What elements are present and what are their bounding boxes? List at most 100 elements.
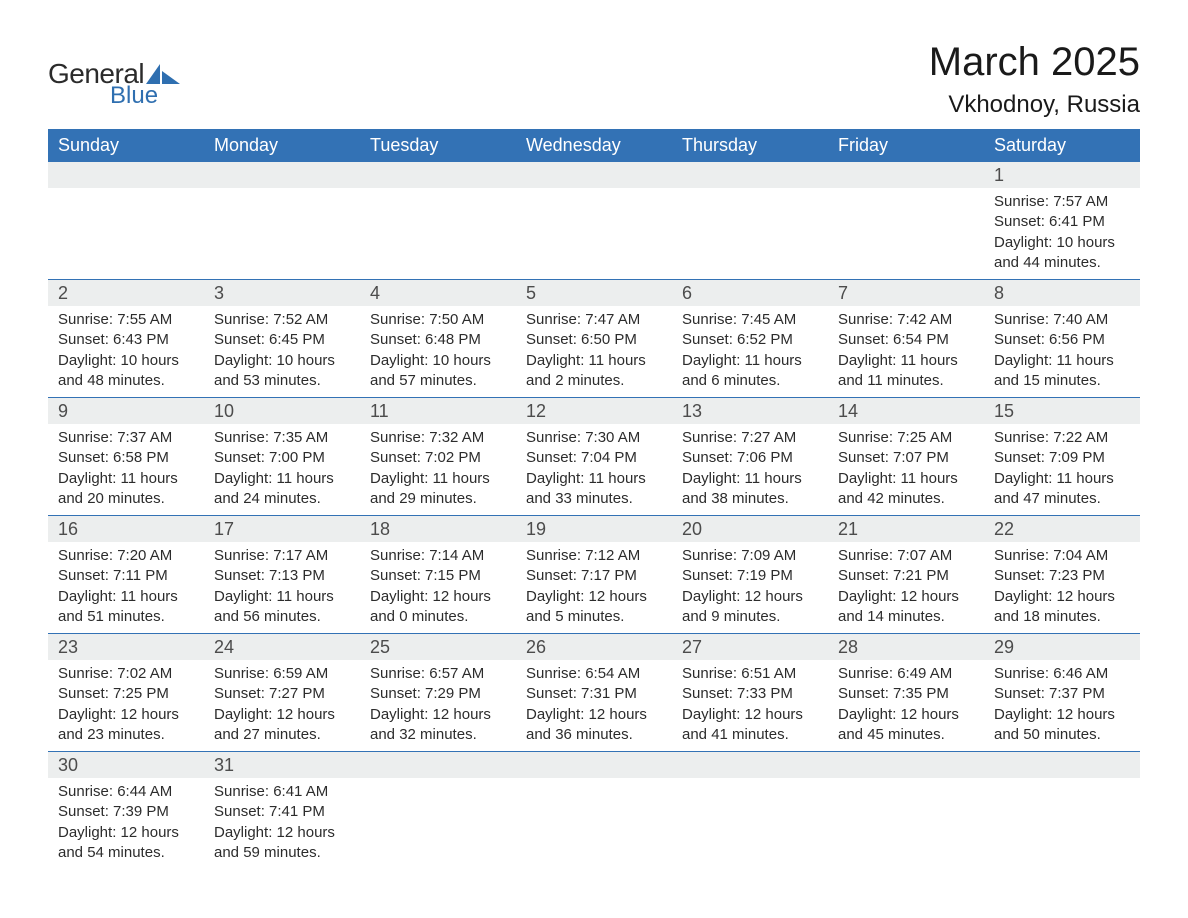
cell-body (516, 778, 672, 858)
day-number (204, 162, 360, 188)
day-number: 21 (828, 516, 984, 542)
daylight-text: Daylight: 12 hours and 9 minutes. (682, 587, 818, 628)
calendar-cell: 15Sunrise: 7:22 AMSunset: 7:09 PMDayligh… (984, 398, 1140, 515)
daylight-text: Daylight: 11 hours and 2 minutes. (526, 351, 662, 392)
sunset-text: Sunset: 7:02 PM (370, 448, 506, 468)
cell-body: Sunrise: 7:57 AMSunset: 6:41 PMDaylight:… (984, 188, 1140, 279)
day-number (360, 162, 516, 188)
cell-body: Sunrise: 7:40 AMSunset: 6:56 PMDaylight:… (984, 306, 1140, 397)
daylight-text: Daylight: 10 hours and 53 minutes. (214, 351, 350, 392)
cell-body: Sunrise: 6:44 AMSunset: 7:39 PMDaylight:… (48, 778, 204, 869)
calendar-cell: 24Sunrise: 6:59 AMSunset: 7:27 PMDayligh… (204, 634, 360, 751)
weekday-thu: Thursday (672, 129, 828, 162)
day-number (516, 752, 672, 778)
calendar-row: 1Sunrise: 7:57 AMSunset: 6:41 PMDaylight… (48, 162, 1140, 279)
daylight-text: Daylight: 12 hours and 27 minutes. (214, 705, 350, 746)
sunrise-text: Sunrise: 7:30 AM (526, 428, 662, 448)
calendar-cell: 17Sunrise: 7:17 AMSunset: 7:13 PMDayligh… (204, 516, 360, 633)
calendar-row: 9Sunrise: 7:37 AMSunset: 6:58 PMDaylight… (48, 397, 1140, 515)
calendar-header: Sunday Monday Tuesday Wednesday Thursday… (48, 129, 1140, 162)
day-number: 28 (828, 634, 984, 660)
cell-body: Sunrise: 7:22 AMSunset: 7:09 PMDaylight:… (984, 424, 1140, 515)
daylight-text: Daylight: 12 hours and 23 minutes. (58, 705, 194, 746)
logo-text-blue: Blue (110, 82, 180, 110)
daylight-text: Daylight: 11 hours and 38 minutes. (682, 469, 818, 510)
sunset-text: Sunset: 6:45 PM (214, 330, 350, 350)
sunset-text: Sunset: 7:37 PM (994, 684, 1130, 704)
cell-body: Sunrise: 6:59 AMSunset: 7:27 PMDaylight:… (204, 660, 360, 751)
calendar-cell: 7Sunrise: 7:42 AMSunset: 6:54 PMDaylight… (828, 280, 984, 397)
sunrise-text: Sunrise: 7:32 AM (370, 428, 506, 448)
cell-body: Sunrise: 6:57 AMSunset: 7:29 PMDaylight:… (360, 660, 516, 751)
sunrise-text: Sunrise: 7:09 AM (682, 546, 818, 566)
calendar-cell: 8Sunrise: 7:40 AMSunset: 6:56 PMDaylight… (984, 280, 1140, 397)
sunrise-text: Sunrise: 7:14 AM (370, 546, 506, 566)
day-number: 14 (828, 398, 984, 424)
daylight-text: Daylight: 11 hours and 42 minutes. (838, 469, 974, 510)
sunset-text: Sunset: 7:23 PM (994, 566, 1130, 586)
cell-body: Sunrise: 7:27 AMSunset: 7:06 PMDaylight:… (672, 424, 828, 515)
day-number: 8 (984, 280, 1140, 306)
day-number (48, 162, 204, 188)
day-number: 25 (360, 634, 516, 660)
calendar-cell: 23Sunrise: 7:02 AMSunset: 7:25 PMDayligh… (48, 634, 204, 751)
daylight-text: Daylight: 12 hours and 41 minutes. (682, 705, 818, 746)
sunrise-text: Sunrise: 6:49 AM (838, 664, 974, 684)
sunset-text: Sunset: 6:56 PM (994, 330, 1130, 350)
daylight-text: Daylight: 12 hours and 14 minutes. (838, 587, 974, 628)
cell-body: Sunrise: 7:52 AMSunset: 6:45 PMDaylight:… (204, 306, 360, 397)
cell-body: Sunrise: 7:42 AMSunset: 6:54 PMDaylight:… (828, 306, 984, 397)
calendar-cell: 18Sunrise: 7:14 AMSunset: 7:15 PMDayligh… (360, 516, 516, 633)
cell-body: Sunrise: 6:51 AMSunset: 7:33 PMDaylight:… (672, 660, 828, 751)
sunrise-text: Sunrise: 7:50 AM (370, 310, 506, 330)
cell-body: Sunrise: 7:47 AMSunset: 6:50 PMDaylight:… (516, 306, 672, 397)
cell-body: Sunrise: 7:20 AMSunset: 7:11 PMDaylight:… (48, 542, 204, 633)
day-number: 20 (672, 516, 828, 542)
sunset-text: Sunset: 7:15 PM (370, 566, 506, 586)
cell-body: Sunrise: 6:54 AMSunset: 7:31 PMDaylight:… (516, 660, 672, 751)
calendar-cell (828, 162, 984, 279)
daylight-text: Daylight: 10 hours and 57 minutes. (370, 351, 506, 392)
cell-body: Sunrise: 6:49 AMSunset: 7:35 PMDaylight:… (828, 660, 984, 751)
sunset-text: Sunset: 7:13 PM (214, 566, 350, 586)
cell-body: Sunrise: 6:41 AMSunset: 7:41 PMDaylight:… (204, 778, 360, 869)
sunset-text: Sunset: 6:52 PM (682, 330, 818, 350)
day-number (984, 752, 1140, 778)
sunset-text: Sunset: 7:11 PM (58, 566, 194, 586)
sunrise-text: Sunrise: 7:37 AM (58, 428, 194, 448)
calendar-cell (516, 162, 672, 279)
day-number: 4 (360, 280, 516, 306)
daylight-text: Daylight: 12 hours and 18 minutes. (994, 587, 1130, 628)
sunrise-text: Sunrise: 7:35 AM (214, 428, 350, 448)
sunset-text: Sunset: 6:54 PM (838, 330, 974, 350)
daylight-text: Daylight: 12 hours and 0 minutes. (370, 587, 506, 628)
calendar-cell (672, 752, 828, 869)
day-number: 9 (48, 398, 204, 424)
calendar-row: 2Sunrise: 7:55 AMSunset: 6:43 PMDaylight… (48, 279, 1140, 397)
weekday-sat: Saturday (984, 129, 1140, 162)
location-label: Vkhodnoy, Russia (929, 91, 1140, 119)
weekday-mon: Monday (204, 129, 360, 162)
calendar-cell: 3Sunrise: 7:52 AMSunset: 6:45 PMDaylight… (204, 280, 360, 397)
title-block: March 2025 Vkhodnoy, Russia (929, 40, 1140, 119)
cell-body (672, 188, 828, 268)
cell-body: Sunrise: 7:14 AMSunset: 7:15 PMDaylight:… (360, 542, 516, 633)
day-number: 1 (984, 162, 1140, 188)
sunrise-text: Sunrise: 7:12 AM (526, 546, 662, 566)
sunrise-text: Sunrise: 7:07 AM (838, 546, 974, 566)
calendar-cell: 31Sunrise: 6:41 AMSunset: 7:41 PMDayligh… (204, 752, 360, 869)
cell-body (828, 778, 984, 858)
weekday-sun: Sunday (48, 129, 204, 162)
calendar-body: 1Sunrise: 7:57 AMSunset: 6:41 PMDaylight… (48, 162, 1140, 869)
sunrise-text: Sunrise: 6:46 AM (994, 664, 1130, 684)
cell-body (48, 188, 204, 268)
sunset-text: Sunset: 7:00 PM (214, 448, 350, 468)
calendar-cell: 9Sunrise: 7:37 AMSunset: 6:58 PMDaylight… (48, 398, 204, 515)
calendar-cell: 13Sunrise: 7:27 AMSunset: 7:06 PMDayligh… (672, 398, 828, 515)
cell-body: Sunrise: 7:07 AMSunset: 7:21 PMDaylight:… (828, 542, 984, 633)
cell-body: Sunrise: 7:55 AMSunset: 6:43 PMDaylight:… (48, 306, 204, 397)
cell-body: Sunrise: 7:50 AMSunset: 6:48 PMDaylight:… (360, 306, 516, 397)
calendar-cell: 20Sunrise: 7:09 AMSunset: 7:19 PMDayligh… (672, 516, 828, 633)
cell-body: Sunrise: 7:04 AMSunset: 7:23 PMDaylight:… (984, 542, 1140, 633)
sunrise-text: Sunrise: 7:04 AM (994, 546, 1130, 566)
